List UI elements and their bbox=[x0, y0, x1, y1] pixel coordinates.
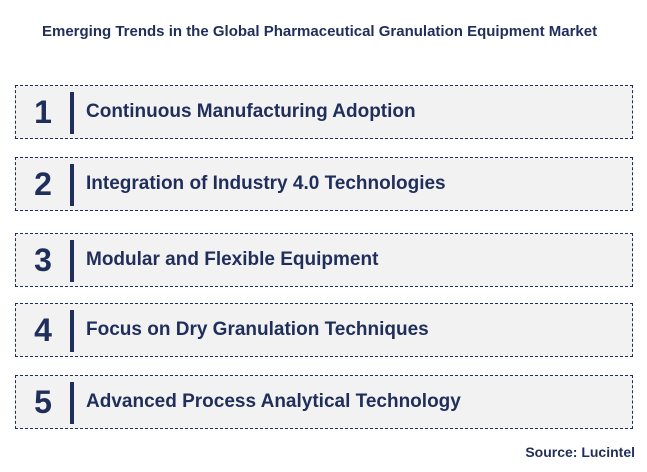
source-credit: Source: Lucintel bbox=[525, 444, 635, 460]
trend-label: Advanced Process Analytical Technology bbox=[86, 391, 461, 412]
diagram-title: Emerging Trends in the Global Pharmaceut… bbox=[42, 23, 598, 40]
trend-number: 1 bbox=[34, 93, 52, 130]
trend-number: 4 bbox=[34, 311, 52, 348]
trend-row-1: 1 Continuous Manufacturing Adoption bbox=[15, 85, 633, 139]
trend-label: Focus on Dry Granulation Techniques bbox=[86, 319, 429, 340]
trend-row-2: 2 Integration of Industry 4.0 Technologi… bbox=[15, 157, 633, 211]
trend-divider bbox=[70, 310, 74, 352]
trend-label: Modular and Flexible Equipment bbox=[86, 249, 379, 270]
trend-label: Continuous Manufacturing Adoption bbox=[86, 101, 416, 122]
trend-number: 3 bbox=[34, 241, 52, 278]
trend-number: 5 bbox=[34, 383, 52, 420]
trend-number: 2 bbox=[34, 165, 52, 202]
trend-label: Integration of Industry 4.0 Technologies bbox=[86, 173, 446, 194]
trend-row-4: 4 Focus on Dry Granulation Techniques bbox=[15, 303, 633, 357]
trend-row-3: 3 Modular and Flexible Equipment bbox=[15, 233, 633, 287]
trend-divider bbox=[70, 164, 74, 206]
trend-divider bbox=[70, 382, 74, 424]
trend-row-5: 5 Advanced Process Analytical Technology bbox=[15, 375, 633, 429]
trend-divider bbox=[70, 240, 74, 282]
trend-divider bbox=[70, 92, 74, 134]
